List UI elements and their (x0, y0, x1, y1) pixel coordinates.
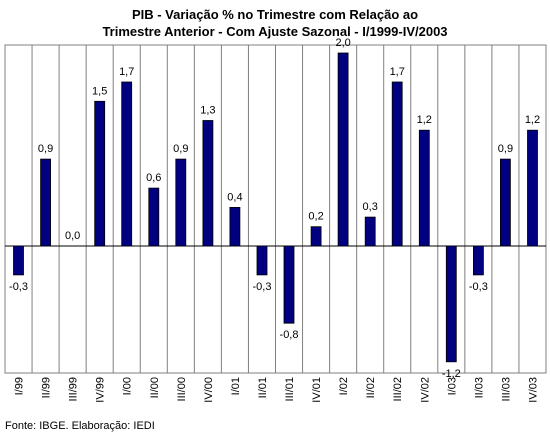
bar-IV-02 (418, 129, 430, 247)
bar-II-00 (148, 187, 160, 247)
x-tick-III-00: III/00 (176, 377, 188, 401)
x-tick-II-01: II/01 (257, 377, 269, 398)
data-label-I-03: -1,2 (442, 368, 461, 380)
x-tick-IV-01: IV/01 (311, 377, 323, 403)
x-tick-III-99: III/99 (68, 377, 80, 401)
data-label-III-00: 0,9 (173, 143, 188, 155)
x-tick-I-02: I/02 (338, 377, 350, 395)
x-tick-IV-03: IV/03 (527, 377, 539, 403)
data-label-I-00: 1,7 (119, 66, 134, 78)
x-tick-II-99: II/99 (41, 377, 53, 398)
data-label-IV-02: 1,2 (417, 114, 432, 126)
data-label-II-00: 0,6 (146, 172, 161, 184)
x-tick-I-01: I/01 (230, 377, 242, 395)
data-label-II-01: -0,3 (252, 281, 271, 293)
data-label-III-01: -0,8 (280, 329, 299, 341)
x-tick-IV-02: IV/02 (419, 377, 431, 403)
x-tick-I-03: I/03 (446, 377, 458, 395)
data-label-II-02: 0,3 (363, 201, 378, 213)
bar-III-01 (283, 245, 295, 324)
x-tick-II-02: II/02 (365, 377, 377, 398)
bars (13, 52, 538, 363)
data-label-III-03: 0,9 (498, 143, 513, 155)
bar-I-99 (13, 245, 24, 276)
data-label-III-99: 0,0 (65, 230, 80, 242)
x-tick-I-99: I/99 (14, 377, 26, 395)
chart-title: PIB - Variação % no Trimestre com Relaçã… (0, 6, 550, 40)
bar-IV-99 (94, 100, 106, 247)
x-tick-labels: I/99 II/99 III/99 IV/99 I/00 II/00 III/00 IV/00… (14, 377, 540, 403)
data-label-IV-03: 1,2 (525, 114, 540, 126)
bar-I-02 (337, 52, 349, 247)
data-label-II-99: 0,9 (38, 143, 53, 155)
bar-II-01 (256, 245, 268, 276)
data-label-I-01: 0,4 (227, 191, 242, 203)
chart-title-line-2: Trimestre Anterior - Com Ajuste Sazonal … (102, 24, 448, 39)
bar-II-99 (40, 158, 51, 247)
data-label-III-02: 1,7 (390, 66, 405, 78)
source-note: Fonte: IBGE. Elaboração: IEDI (5, 420, 155, 432)
x-tick-I-00: I/00 (122, 377, 134, 395)
bar-IV-01 (310, 226, 322, 247)
x-tick-IV-00: IV/00 (203, 377, 215, 403)
bar-III-00 (175, 158, 187, 247)
bar-II-03 (472, 245, 484, 276)
chart-title-line-1: PIB - Variação % no Trimestre com Relaçã… (131, 7, 419, 22)
bar-I-00 (121, 81, 133, 247)
bar-I-01 (229, 206, 241, 247)
bar-II-02 (364, 216, 376, 247)
x-tick-IV-99: IV/99 (95, 377, 107, 403)
data-label-IV-00: 1,3 (200, 105, 215, 117)
bar-IV-00 (202, 120, 214, 247)
x-tick-II-00: II/00 (149, 377, 161, 398)
bar-IV-03 (527, 129, 538, 247)
data-label-IV-01: 0,2 (308, 211, 323, 223)
bar-III-03 (499, 158, 511, 247)
x-tick-III-01: III/01 (284, 377, 296, 401)
data-label-I-02: 2,0 (335, 37, 350, 49)
bar-I-03 (445, 245, 457, 363)
data-label-IV-99: 1,5 (92, 85, 107, 97)
x-tick-III-03: III/03 (500, 377, 512, 401)
data-label-II-03: -0,3 (469, 281, 488, 293)
data-label-I-99: -0,3 (9, 281, 28, 293)
x-tick-III-02: III/02 (392, 377, 404, 401)
data-labels: -0,3 0,9 0,0 1,5 1,7 0,6 0,9 1,3 0,4 -0,3 -0,8 0,2 2… (9, 37, 540, 380)
vertical-gridlines (31, 45, 520, 373)
x-tick-II-03: II/03 (473, 377, 485, 398)
bar-III-02 (391, 81, 403, 247)
